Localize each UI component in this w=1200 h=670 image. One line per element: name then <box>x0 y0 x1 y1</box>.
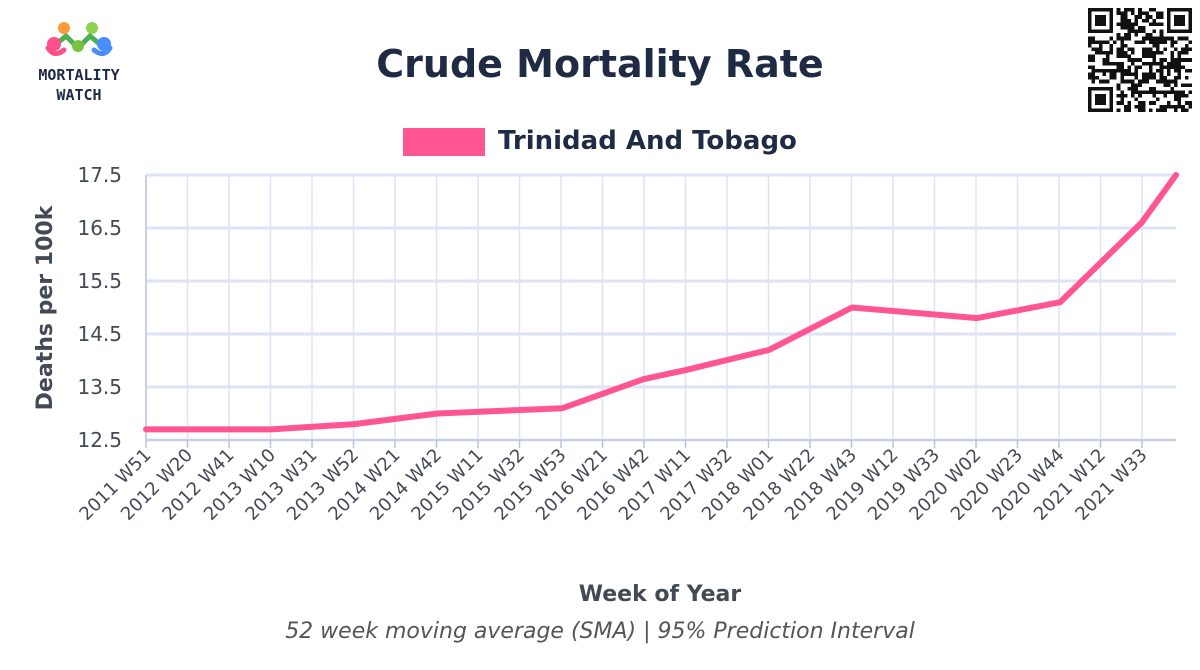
y-tick-label: 14.5 <box>77 322 122 346</box>
grid <box>145 173 1176 442</box>
mortality-watch-logo: MORTALITY WATCH <box>38 22 120 104</box>
qr-code-icon <box>1088 8 1192 112</box>
y-tick-label: 15.5 <box>77 269 122 293</box>
logo-mark-icon <box>45 22 113 56</box>
legend-swatch <box>403 128 485 156</box>
y-axis-ticks: 12.5 13.5 14.5 15.5 16.5 17.5 <box>77 163 122 452</box>
chart-title: Crude Mortality Rate <box>376 42 823 86</box>
y-axis-title: Deaths per 100k <box>33 204 58 410</box>
y-tick-label: 12.5 <box>77 428 122 452</box>
legend-label: Trinidad And Tobago <box>498 126 797 156</box>
y-tick-label: 13.5 <box>77 375 122 399</box>
chart-subtitle: 52 week moving average (SMA) | 95% Predi… <box>285 619 915 644</box>
y-tick-label: 17.5 <box>77 163 122 187</box>
series-line <box>143 172 1179 433</box>
x-axis-title: Week of Year <box>579 582 742 607</box>
y-tick-label: 16.5 <box>77 216 122 240</box>
logo-text-line1: MORTALITY <box>38 66 119 84</box>
logo-text-line2: WATCH <box>56 86 101 104</box>
series-layer <box>143 172 1179 433</box>
legend: Trinidad And Tobago <box>403 126 797 156</box>
